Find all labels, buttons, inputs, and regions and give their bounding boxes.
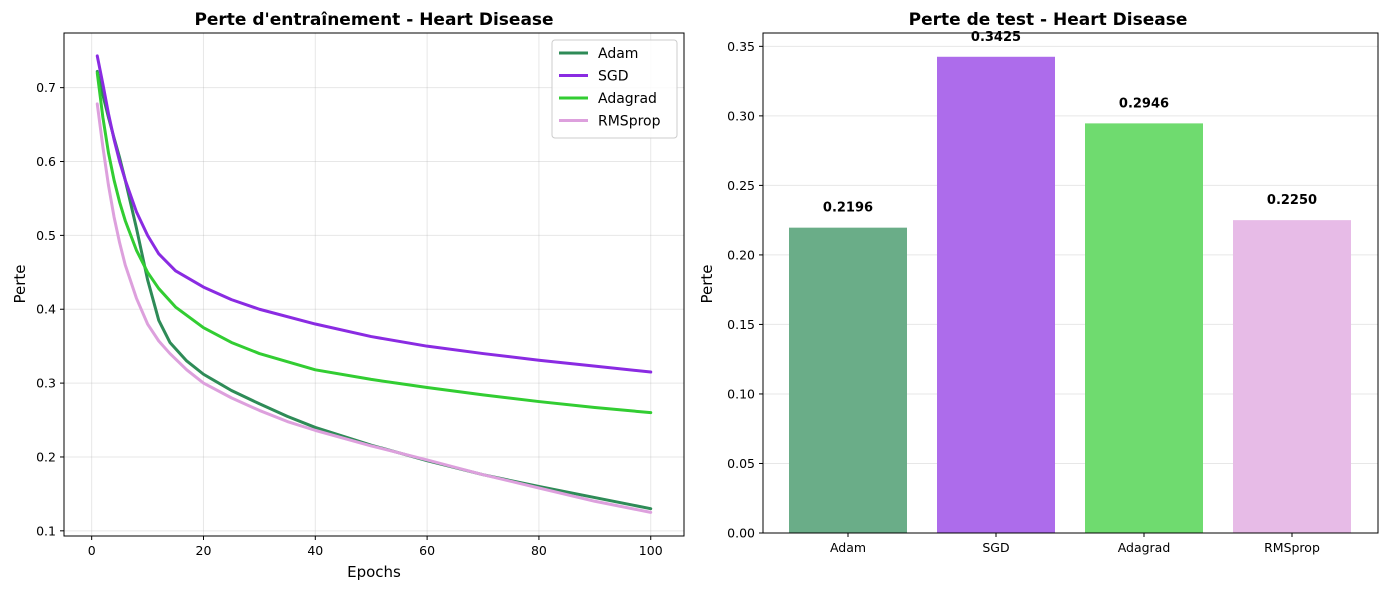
left-x-axis-label: Epochs: [347, 563, 401, 581]
left-x-tick-label: 0: [88, 543, 96, 558]
category-label-adagrad: Adagrad: [1118, 540, 1171, 555]
legend-label-adagrad: Adagrad: [598, 91, 657, 107]
legend-box: [551, 39, 678, 139]
left-y-tick-label: 0.5: [36, 228, 56, 243]
left-x-axis: 0 20 40 60 80 100: [88, 536, 663, 558]
left-chart-title: Perte d'entraînement - Heart Disease: [194, 10, 553, 30]
left-y-tick-label: 0.1: [36, 523, 56, 538]
right-y-tick-label: 0.15: [727, 317, 755, 332]
value-label-adam: 0.2196: [823, 201, 873, 216]
series-line-rmsprop: [95, 102, 653, 514]
category-label-rmsprop: RMSprop: [1264, 540, 1320, 555]
legend-label-adam: Adam: [598, 46, 638, 62]
category-label-adam: Adam: [830, 540, 866, 555]
left-y-tick-label: 0.7: [36, 80, 56, 95]
test-loss-chart: Perte de test - Heart Disease 0.2196 0.34…: [698, 10, 1379, 555]
bar-rmsprop: [1233, 220, 1351, 533]
bar-sgd: [937, 56, 1055, 533]
bar-adam: [789, 227, 907, 533]
category-label-sgd: SGD: [982, 540, 1009, 555]
left-y-tick-label: 0.4: [36, 302, 56, 317]
value-label-rmsprop: 0.2250: [1267, 193, 1317, 208]
left-series-lines: [95, 54, 653, 514]
left-plot-frame: [63, 32, 685, 537]
right-chart-title: Perte de test - Heart Disease: [909, 10, 1188, 30]
right-y-tick-label: 0.20: [727, 247, 755, 262]
legend-label-rmsprop: RMSprop: [598, 114, 661, 130]
legend: Adam SGD Adagrad RMSprop: [551, 39, 678, 139]
left-x-tick-label: 40: [307, 543, 323, 558]
left-x-tick-label: 20: [196, 543, 212, 558]
left-x-tick-label: 100: [639, 543, 663, 558]
right-bars: 0.2196 0.3425 0.2946 0.2250: [789, 30, 1351, 533]
bar-adagrad: [1085, 123, 1203, 533]
right-y-axis: 0.00 0.05 0.10 0.15 0.20 0.25 0.30 0.35: [727, 39, 763, 541]
left-y-tick-label: 0.3: [36, 376, 56, 391]
right-y-axis-label: Perte: [698, 264, 716, 303]
legend-label-sgd: SGD: [598, 69, 629, 85]
legend-items: Adam SGD Adagrad RMSprop: [559, 46, 661, 130]
left-y-axis: 0.1 0.2 0.3 0.4 0.5 0.6 0.7: [36, 80, 64, 538]
left-x-tick-label: 80: [531, 543, 547, 558]
left-y-axis-label: Perte: [11, 264, 29, 303]
series-line-sgd: [95, 54, 653, 374]
left-y-tick-label: 0.6: [36, 154, 56, 169]
right-y-tick-label: 0.25: [727, 178, 755, 193]
series-line-adagrad: [95, 71, 653, 415]
right-y-tick-label: 0.35: [727, 39, 755, 54]
training-loss-chart: Perte d'entraînement - Heart Disease 0 20…: [11, 10, 685, 581]
right-y-tick-label: 0.05: [727, 456, 755, 471]
right-y-tick-label: 0.10: [727, 386, 755, 401]
right-plot-frame: [762, 32, 1379, 534]
left-x-tick-label: 60: [419, 543, 435, 558]
right-y-tick-label: 0.30: [727, 108, 755, 123]
right-y-tick-label: 0.00: [727, 526, 755, 541]
value-label-adagrad: 0.2946: [1119, 96, 1169, 111]
value-label-sgd: 0.3425: [971, 30, 1021, 45]
left-y-tick-label: 0.2: [36, 449, 56, 464]
right-x-axis: Adam SGD Adagrad RMSprop: [830, 533, 1320, 555]
